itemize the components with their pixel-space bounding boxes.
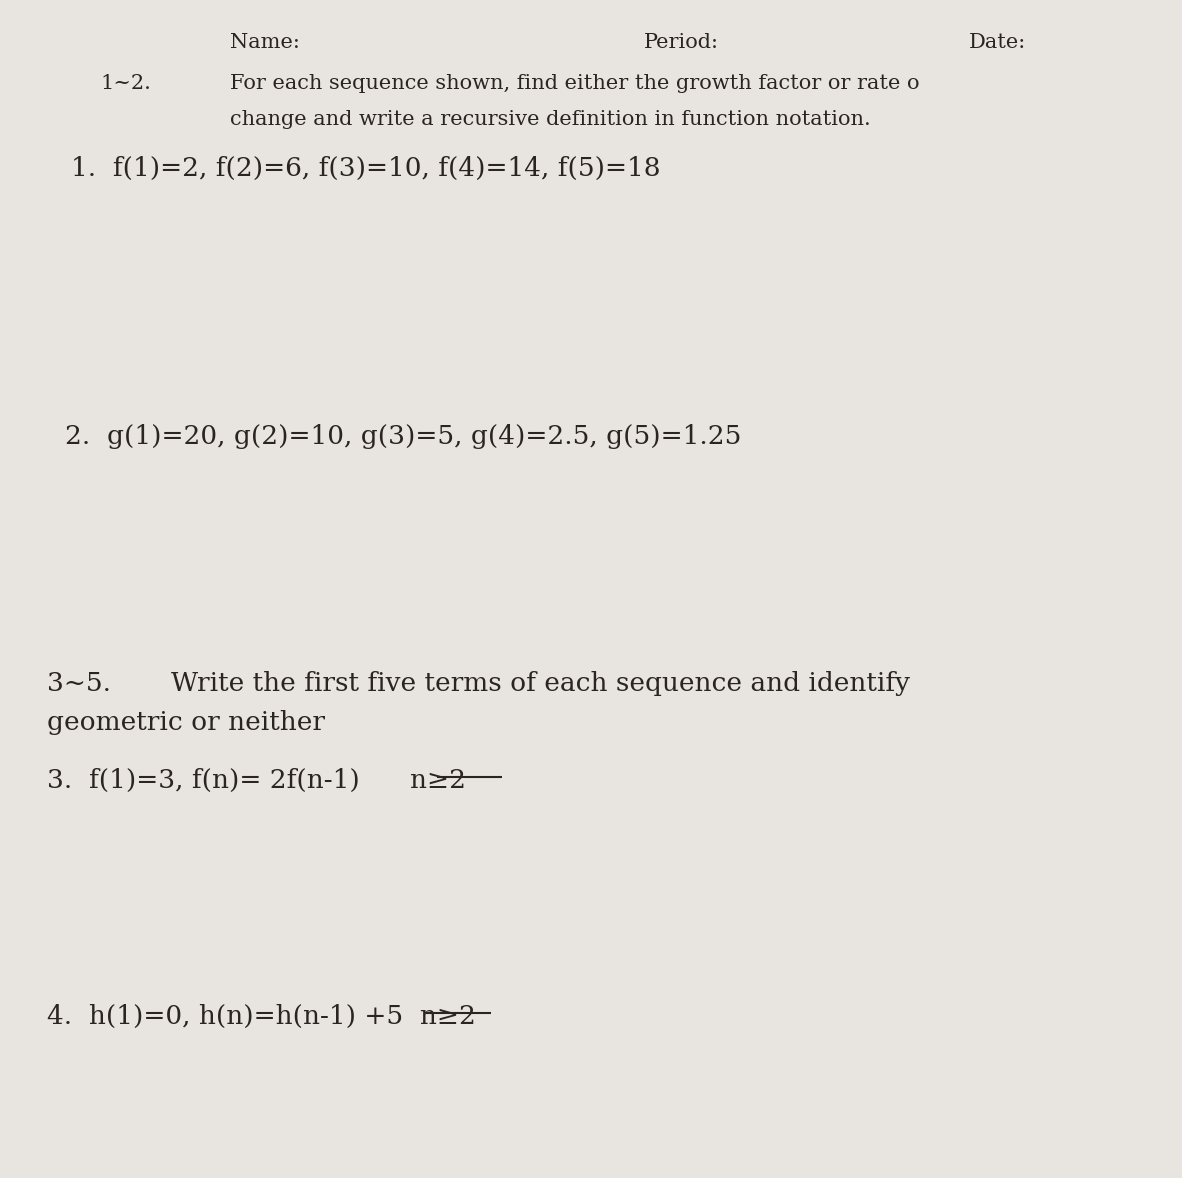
Text: Period:: Period: [644,33,719,52]
Text: Date:: Date: [969,33,1026,52]
Text: geometric or neither: geometric or neither [47,710,325,735]
Text: 3~5.: 3~5. [47,671,111,696]
Text: For each sequence shown, find either the growth factor or rate o: For each sequence shown, find either the… [230,74,920,93]
Text: Name:: Name: [230,33,300,52]
Text: 3.  f(1)=3, f(n)= 2f(n-1)      n≥2: 3. f(1)=3, f(n)= 2f(n-1) n≥2 [47,768,466,793]
Text: 1.  f(1)=2, f(2)=6, f(3)=10, f(4)=14, f(5)=18: 1. f(1)=2, f(2)=6, f(3)=10, f(4)=14, f(5… [71,155,661,180]
Text: 2.  g(1)=20, g(2)=10, g(3)=5, g(4)=2.5, g(5)=1.25: 2. g(1)=20, g(2)=10, g(3)=5, g(4)=2.5, g… [65,424,741,449]
Text: change and write a recursive definition in function notation.: change and write a recursive definition … [230,110,871,128]
Text: Write the first five terms of each sequence and identify: Write the first five terms of each seque… [171,671,910,696]
Text: 1~2.: 1~2. [100,74,151,93]
Text: 4.  h(1)=0, h(n)=h(n-1) +5  n≥2: 4. h(1)=0, h(n)=h(n-1) +5 n≥2 [47,1004,476,1028]
